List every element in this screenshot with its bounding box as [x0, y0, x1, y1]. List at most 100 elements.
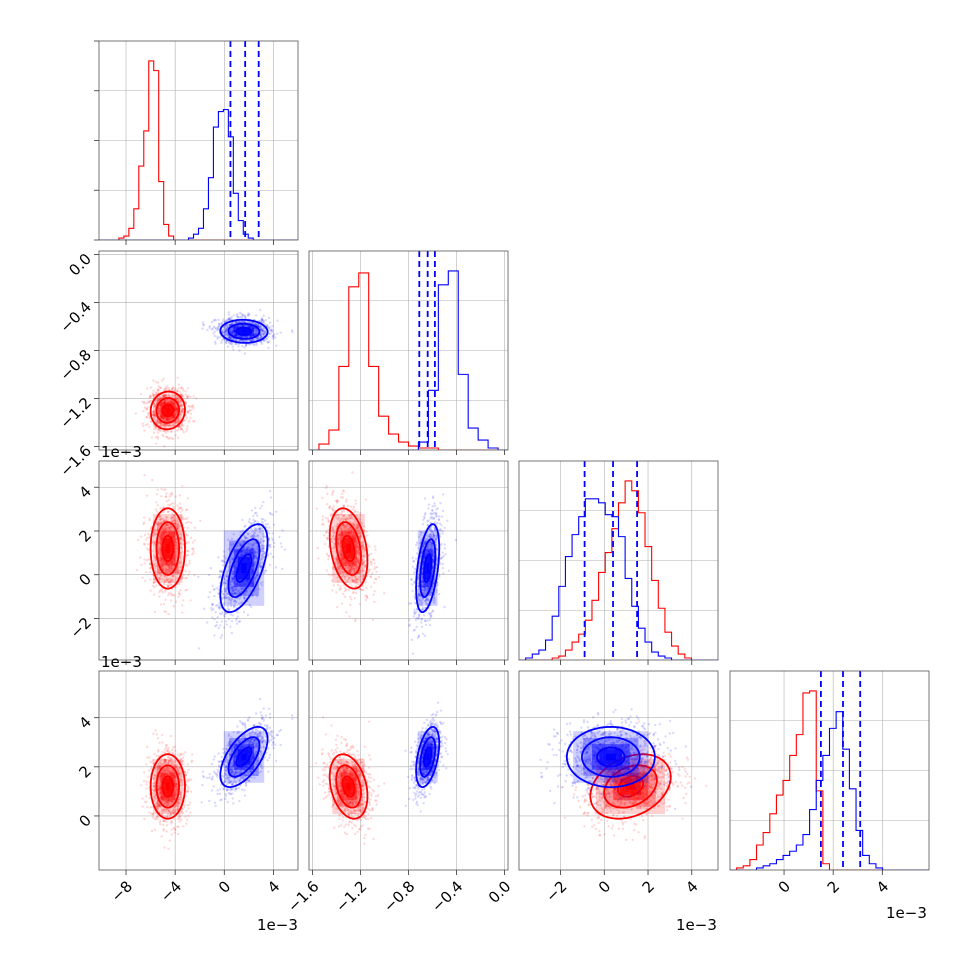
scatter-point	[251, 568, 255, 571]
scatter-point	[240, 554, 244, 557]
scatter-point	[174, 538, 178, 541]
scatter-point	[184, 402, 188, 405]
scatter-point	[373, 590, 376, 593]
scatter-point	[209, 567, 213, 570]
scatter-point	[187, 404, 190, 408]
scatter-point	[233, 574, 237, 577]
scatter-point	[271, 329, 274, 332]
scatter-point	[169, 398, 172, 402]
scatter-point	[331, 529, 334, 533]
scatter-point	[338, 564, 341, 567]
scatter-point	[253, 577, 257, 580]
scatter-point	[179, 506, 183, 510]
scatter-point	[170, 529, 173, 533]
scatter-point	[229, 342, 233, 346]
scatter-point	[172, 530, 176, 534]
scatter-point	[356, 581, 359, 584]
scatter-point	[224, 594, 227, 597]
scatter-point	[166, 419, 169, 422]
scatter-point	[152, 410, 155, 413]
scatter-point	[170, 424, 174, 427]
scatter-point	[346, 560, 349, 564]
scatter-point	[226, 572, 229, 575]
scatter-point	[217, 556, 220, 559]
scatter-point	[252, 547, 255, 550]
scatter-point	[212, 319, 215, 322]
scatter-point	[235, 600, 238, 603]
scatter-point	[174, 547, 177, 550]
scatter-point	[164, 424, 168, 427]
scatter-point	[236, 549, 239, 553]
scatter-point	[223, 587, 226, 591]
scatter-point	[325, 486, 328, 490]
scatter-point	[154, 426, 157, 429]
scatter-point	[179, 400, 182, 403]
scatter-point	[338, 534, 341, 537]
scatter-point	[375, 566, 379, 569]
scatter-point	[353, 579, 357, 583]
scatter-point	[253, 526, 256, 530]
scatter-point	[347, 504, 350, 508]
scatter-point	[153, 405, 156, 408]
scatter-point	[176, 389, 179, 392]
scatter-point	[233, 326, 236, 329]
scatter-point	[169, 525, 172, 529]
scatter-point	[238, 541, 241, 545]
scatter-point	[175, 429, 179, 432]
scatter-point	[142, 424, 145, 428]
scatter-point	[163, 399, 166, 402]
scatter-point	[271, 334, 275, 338]
scatter-point	[182, 389, 185, 392]
scatter-point	[268, 321, 272, 324]
scatter-point	[163, 429, 167, 433]
scatter-point	[189, 599, 192, 602]
scatter-point	[222, 592, 225, 596]
scatter-point	[160, 533, 164, 536]
scatter-point	[171, 563, 174, 566]
scatter-point	[164, 530, 167, 533]
scatter-point	[251, 551, 255, 554]
scatter-point	[186, 387, 189, 390]
scatter-point	[166, 435, 169, 439]
scatter-point	[177, 426, 180, 429]
scatter-point	[341, 529, 344, 532]
scatter-point	[252, 333, 255, 337]
scatter-point	[224, 329, 227, 332]
scatter-point	[179, 404, 183, 407]
scatter-point	[345, 588, 348, 591]
scatter-point	[252, 327, 255, 330]
scatter-point	[254, 314, 258, 317]
scatter-point	[220, 559, 223, 563]
scatter-point	[356, 551, 360, 554]
scatter-point	[177, 383, 181, 386]
scatter-point	[252, 333, 255, 336]
scatter-point	[148, 417, 151, 420]
scatter-point	[227, 318, 230, 321]
scatter-point	[250, 548, 253, 551]
scatter-point	[185, 521, 188, 525]
scatter-point	[253, 512, 257, 515]
scatter-point	[235, 334, 238, 338]
scatter-point	[176, 569, 179, 572]
scatter-point	[160, 557, 164, 560]
scatter-point	[168, 424, 171, 427]
scatter-point	[185, 395, 189, 399]
scatter-point	[254, 528, 257, 531]
scatter-point	[239, 320, 242, 323]
scatter-point	[252, 534, 255, 537]
scatter-point	[179, 589, 182, 592]
scatter-point	[221, 582, 225, 585]
scatter-point	[248, 321, 251, 324]
scatter-point	[342, 504, 346, 507]
scatter-point	[172, 423, 175, 426]
scatter-point	[164, 399, 167, 402]
scatter-point	[217, 606, 220, 609]
scatter-point	[290, 329, 294, 332]
scatter-point	[188, 562, 191, 565]
scatter-point	[181, 484, 184, 488]
scatter-point	[180, 537, 183, 540]
scatter-point	[251, 564, 254, 568]
scatter-point	[183, 419, 186, 422]
scatter-point	[323, 542, 327, 546]
scatter-point	[353, 567, 356, 571]
